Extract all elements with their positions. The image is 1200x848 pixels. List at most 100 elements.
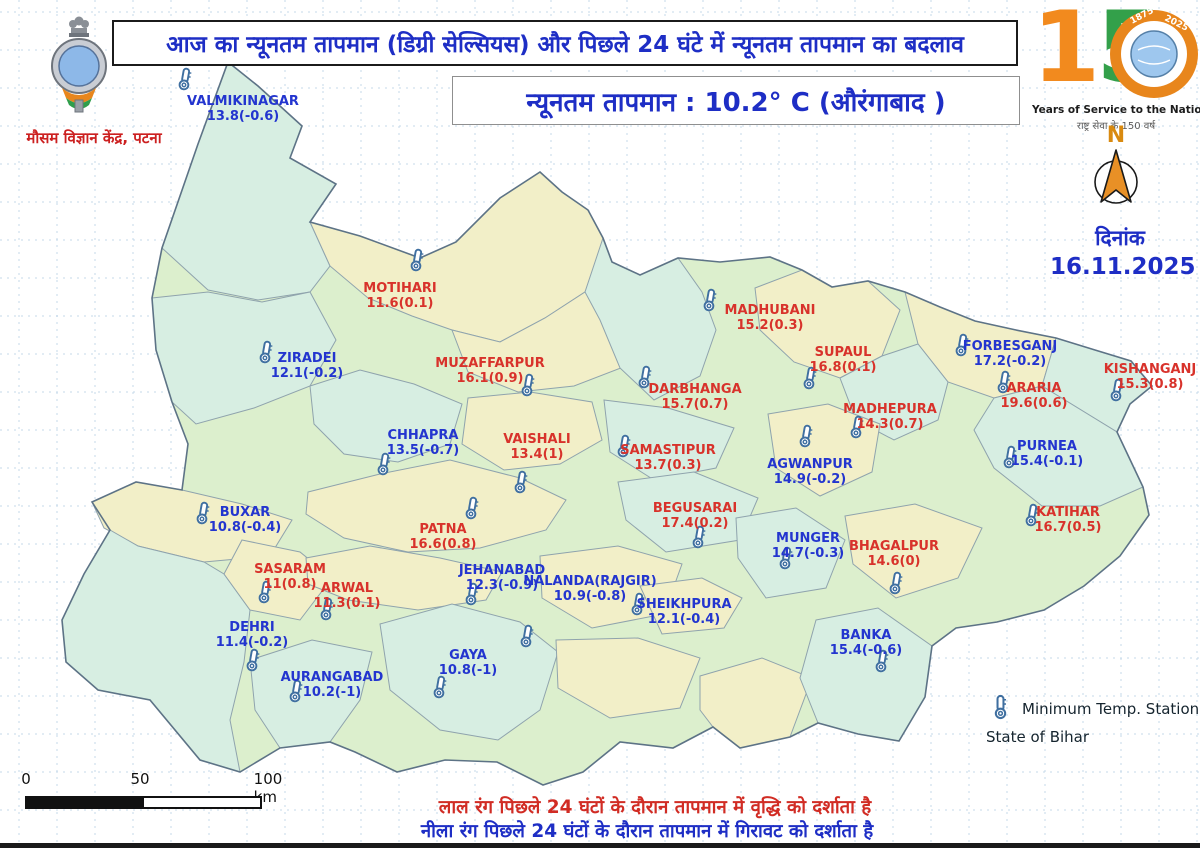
footer-note-fall: नीला रंग पिछले 24 घंटों के दौरान तापमान … [420, 821, 874, 842]
compass-north-arrow: N [1084, 123, 1148, 212]
station-name: NALANDA(RAJGIR) [523, 574, 657, 589]
station-temperature-value: 11.6(0.1) [366, 296, 434, 311]
station-name: ARWAL [320, 581, 374, 596]
station-name: KATIHAR [1036, 505, 1100, 520]
station-temperature-value: 17.2(-0.2) [973, 354, 1047, 369]
legend-thermometer-icon [994, 694, 1007, 720]
main-title: आज का न्यूनतम तापमान (डिग्री सेल्सियस) औ… [166, 32, 964, 58]
date-label: दिनांक [1095, 226, 1145, 250]
station-name: VAISHALI [503, 432, 571, 447]
main-title-box: आज का न्यूनतम तापमान (डिग्री सेल्सियस) औ… [112, 20, 1018, 66]
thermometer-icon [799, 424, 813, 448]
compass-arrow-graphic [1094, 149, 1138, 204]
station-temperature-value: 16.7(0.5) [1034, 520, 1102, 535]
station-temperature-value: 12.1(-0.2) [270, 366, 344, 381]
station-temperature-value: 10.9(-0.8) [553, 589, 627, 604]
station-temperature-value: 15.7(0.7) [661, 397, 729, 412]
logo-150-tagline-hi: राष्ट्र सेवा के 150 वर्ष [1076, 121, 1156, 132]
thermometer-icon [521, 373, 535, 397]
thermometer-icon [955, 333, 969, 357]
thermometer-icon [779, 546, 793, 570]
station-temperature-value: 10.2(-1) [302, 685, 362, 700]
thermometer-icon [1025, 503, 1039, 527]
compass-n-label: N [1106, 123, 1126, 148]
station-temperature-value: 14.3(0.7) [856, 417, 924, 432]
station-name: DARBHANGA [648, 382, 742, 397]
scale-bar-graphic [25, 796, 262, 809]
min-temp-summary: न्यूनतम तापमान : 10.2° C (औरंगाबाद ) [526, 87, 946, 118]
state-outline [61, 60, 1154, 786]
thermometer-icon [410, 248, 424, 272]
station-temperature-value: 16.1(0.9) [456, 371, 524, 386]
thermometer-icon [259, 340, 273, 364]
thermometer-icon [850, 415, 864, 439]
station-temperature-value: 12.3(-0.9) [465, 578, 539, 593]
thermometer-icon [377, 452, 391, 476]
thermometer-icon [465, 496, 479, 520]
station-name: BEGUSARAI [652, 501, 738, 516]
thermometer-icon [465, 582, 479, 606]
imd-emblem-graphic [51, 16, 107, 113]
station-temperature-value: 19.6(0.6) [1000, 396, 1068, 411]
station-name: JEHANABAD [458, 563, 546, 578]
station-temperature-value: 14.9(-0.2) [773, 472, 847, 487]
station-name: DEHRI [229, 620, 275, 635]
station-name: MOTIHARI [363, 281, 437, 296]
thermometer-icon [617, 434, 631, 458]
thermometer-icon [196, 501, 210, 525]
station-name: CHHAPRA [387, 428, 459, 443]
station-name: MUNGER [776, 531, 840, 546]
logo-150-emblem: 1875 2025 [1110, 8, 1198, 98]
station-temperature-value: 10.8(-0.4) [208, 520, 282, 535]
station-name: GAYA [449, 648, 487, 663]
station-temperature-value: 12.1(-0.4) [647, 612, 721, 627]
thermometer-icon [803, 366, 817, 390]
station-name: SHEIKHPURA [636, 597, 732, 612]
thermometer-icon [433, 675, 447, 699]
station-name: KISHANGANJ [1103, 362, 1197, 377]
thermometer-icon [178, 67, 192, 91]
station-name: ZIRADEI [277, 351, 337, 366]
footer-note-rise: लाल रंग पिछले 24 घंटों के दौरान तापमान म… [438, 797, 872, 818]
station-temperature-value: 15.4(-0.1) [1010, 454, 1084, 469]
thermometer-icon [289, 679, 303, 703]
station-temperature-value: 16.6(0.8) [409, 537, 477, 552]
bottom-border [0, 843, 1200, 848]
station-name: VALMIKINAGAR [187, 94, 299, 109]
thermometer-icon [258, 580, 272, 604]
station-name: FORBESGANJ [962, 339, 1058, 354]
station-temperature-value: 10.8(-1) [438, 663, 498, 678]
date-value: 16.11.2025 [1050, 254, 1196, 280]
station-temperature-value: 15.4(-0.6) [829, 643, 903, 658]
station-name: PURNEA [1017, 439, 1077, 454]
legend-state-label: State of Bihar [986, 728, 1090, 746]
station-temperature-value: 13.5(-0.7) [386, 443, 460, 458]
thermometer-icon [638, 365, 652, 389]
station-name: PATNA [419, 522, 467, 537]
thermometer-icon [631, 592, 645, 616]
station-temperature-value: 14.7(-0.3) [771, 546, 845, 561]
date-block: दिनांक 16.11.2025 [1050, 224, 1196, 280]
station-temperature-value: 11.4(-0.2) [215, 635, 289, 650]
station-temperature-value: 15.2(0.3) [736, 318, 804, 333]
station-temperature-value: 13.8(-0.6) [206, 109, 280, 124]
station-name: AGWANPUR [767, 457, 853, 472]
station-temperature-value: 15.3(0.8) [1116, 377, 1184, 392]
station-name: ARARIA [1006, 381, 1062, 396]
station-name: MUZAFFARPUR [435, 356, 545, 371]
station-temperature-value: 17.4(0.2) [661, 516, 729, 531]
station-temperature-value: 14.6(0) [867, 554, 921, 569]
imd-logo [40, 14, 118, 128]
station-name: AURANGABAD [280, 670, 384, 685]
station-temperature-value: 13.7(0.3) [634, 458, 702, 473]
station-temperature-value: 11(0.8) [263, 577, 317, 592]
scale-tick-0: 0 [21, 770, 31, 788]
scale-tick-50: 50 [130, 770, 150, 788]
thermometer-icon [520, 624, 534, 648]
station-name: BHAGALPUR [849, 539, 939, 554]
station-temperature-value: 11.3(0.1) [313, 596, 381, 611]
station-name: SUPAUL [814, 345, 872, 360]
legend-station-label: Minimum Temp. Station Wise [1022, 700, 1200, 718]
